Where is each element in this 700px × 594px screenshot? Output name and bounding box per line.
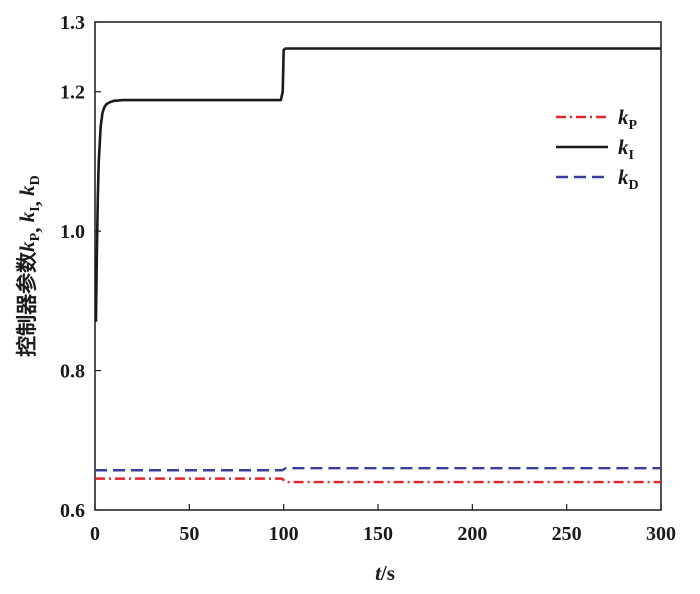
x-axis: 0 50 100 150 200 250 300	[90, 504, 676, 545]
x-tick-label: 100	[269, 523, 299, 545]
x-tick-label: 200	[457, 523, 487, 545]
series-line-kP	[95, 477, 661, 484]
x-tick-label: 0	[90, 523, 100, 545]
x-tick-label: 250	[552, 523, 582, 545]
y-tick-label: 1.2	[60, 82, 85, 104]
legend-label-kP: kP	[618, 105, 638, 133]
legend-label-kD: kD	[618, 165, 639, 193]
x-tick-label: 300	[646, 523, 676, 545]
series-line-kI	[94, 47, 661, 322]
plot-area-frame	[94, 21, 662, 511]
y-tick-label: 0.6	[60, 500, 85, 522]
y-tick-label: 0.8	[60, 361, 85, 383]
y-tick-label: 1.0	[60, 221, 85, 243]
series-line-kD	[95, 466, 661, 472]
legend-label-kI: kI	[618, 135, 634, 163]
x-axis-title: t/s	[375, 561, 395, 585]
y-tick-label: 1.3	[60, 12, 85, 34]
y-axis-title: 控制器参数kP, kI, kD	[15, 175, 44, 357]
series-layer	[94, 47, 661, 484]
x-tick-label: 150	[363, 523, 393, 545]
x-tick-label: 50	[179, 523, 199, 545]
